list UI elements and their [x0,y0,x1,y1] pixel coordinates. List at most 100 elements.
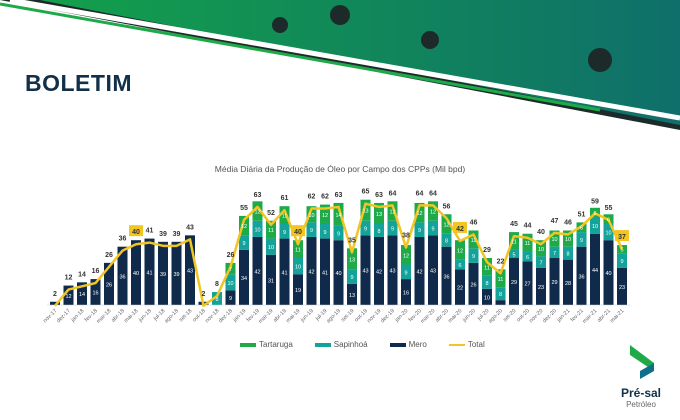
total-label: 63 [335,192,343,199]
bar-value-label: 12 [403,253,409,259]
bar-mero [266,254,276,305]
total-label: 40 [132,229,140,236]
chart-legend: Tartaruga Sapinhoá Mero Total [240,340,485,349]
bar-mero [239,249,249,305]
bar-value-label: 11 [484,265,490,271]
total-label: 63 [254,192,262,199]
bar-value-label: 11 [268,228,274,234]
bar-tartaruga [401,245,411,265]
total-label: 42 [456,226,464,233]
bar-sapinhoa [266,238,276,255]
total-label: 64 [389,190,397,197]
total-label: 37 [618,234,626,241]
bar-tartaruga [482,258,492,276]
bar-value-label: 10 [308,213,314,219]
bar-sapinhoa [468,248,479,263]
bar-sapinhoa [239,235,249,250]
total-label: 43 [186,224,194,231]
total-label: 55 [605,205,613,212]
bar-sapinhoa [603,224,614,241]
bar-sapinhoa [536,256,546,268]
bar-tartaruga [414,202,425,223]
bar-mero [131,240,141,305]
bar-mero [117,246,128,305]
bar-value-label: 9 [391,227,394,233]
total-label: 12 [65,275,73,282]
bar-tartaruga [360,199,371,221]
header-banner [0,0,680,130]
x-tick-label: nov-18 [204,308,220,324]
bar-mero [576,246,587,305]
bar-value-label: 8 [377,229,380,235]
x-tick-label: jan-20 [394,308,410,324]
bar-value-label: 9 [337,231,340,237]
bar-mero [225,290,236,305]
bar-value-label: 41 [281,270,287,276]
bar-mero [441,246,452,305]
bar-value-label: 11 [498,277,504,283]
bar-mero [104,262,114,305]
bar-value-label: 9 [310,228,313,234]
x-tick-label: mar-21 [582,308,599,325]
total-label: 8 [215,281,219,288]
bar-mero [495,300,506,305]
bar-value-label: 10 [295,265,301,271]
total-highlight-box [453,221,467,233]
bar-sapinhoa [252,220,263,237]
total-highlight-box [615,230,629,242]
bar-tartaruga [347,248,357,270]
bar-value-label: 7 [539,261,542,267]
chevron-logo-icon [630,345,654,379]
bar-mero [522,261,533,305]
bar-value-label: 6 [580,226,583,232]
total-label: 46 [470,219,478,226]
bar-value-label: 13 [362,209,368,215]
bar-value-label: 42 [308,269,314,275]
total-label: 62 [321,194,329,201]
bar-tartaruga [495,269,506,288]
bar-value-label: 12 [457,248,463,254]
bar-tartaruga [293,240,303,259]
bar-sapinhoa [374,224,384,237]
bar-value-label: 10 [268,245,274,251]
chart-title: Média Diária da Produção de Óleo por Cam… [215,164,466,174]
bar-tartaruga [266,220,276,239]
x-tick-label: mar-19 [258,308,275,325]
x-tick-label: dez-18 [218,308,234,324]
bar-value-label: 12 [443,223,449,229]
bar-value-label: 23 [538,285,544,291]
bar-sapinhoa [347,269,357,284]
bar-value-label: 43 [389,269,395,275]
x-tick-label: jun-20 [461,308,477,324]
bar-value-label: 9 [431,227,434,233]
x-tick-label: mai-18 [123,308,139,324]
bar-sapinhoa [495,287,506,301]
bar-mero [509,258,519,305]
total-label: 39 [159,231,167,238]
legend-item-total: Total [448,340,485,349]
total-label: 44 [524,223,532,230]
total-label: 40 [537,229,545,236]
bar-mero [468,262,479,305]
x-tick-label: ago-19 [326,308,342,324]
total-label: 56 [443,203,451,210]
bar-value-label: 31 [268,278,274,284]
bar-value-label: 11 [471,238,477,244]
x-tick-label: mai-20 [447,308,463,324]
bar-value-label: 9 [229,296,232,302]
bar-value-label: 12 [65,294,71,300]
x-tick-label: set-20 [502,308,517,323]
bar-value-label: 9 [418,228,421,234]
total-label: 14 [78,271,86,278]
bar-sapinhoa [522,251,533,262]
bar-mero [185,235,195,305]
bar-sapinhoa [549,246,560,259]
total-label: 61 [281,195,289,202]
bar-tartaruga [333,202,344,226]
x-tick-label: nov-19 [366,308,382,324]
bar-value-label: 29 [551,280,557,286]
bar-value-label: 5 [512,252,515,258]
bar-tartaruga [387,201,398,221]
x-tick-label: mai-21 [609,308,625,324]
bar-value-label: 19 [295,288,301,294]
